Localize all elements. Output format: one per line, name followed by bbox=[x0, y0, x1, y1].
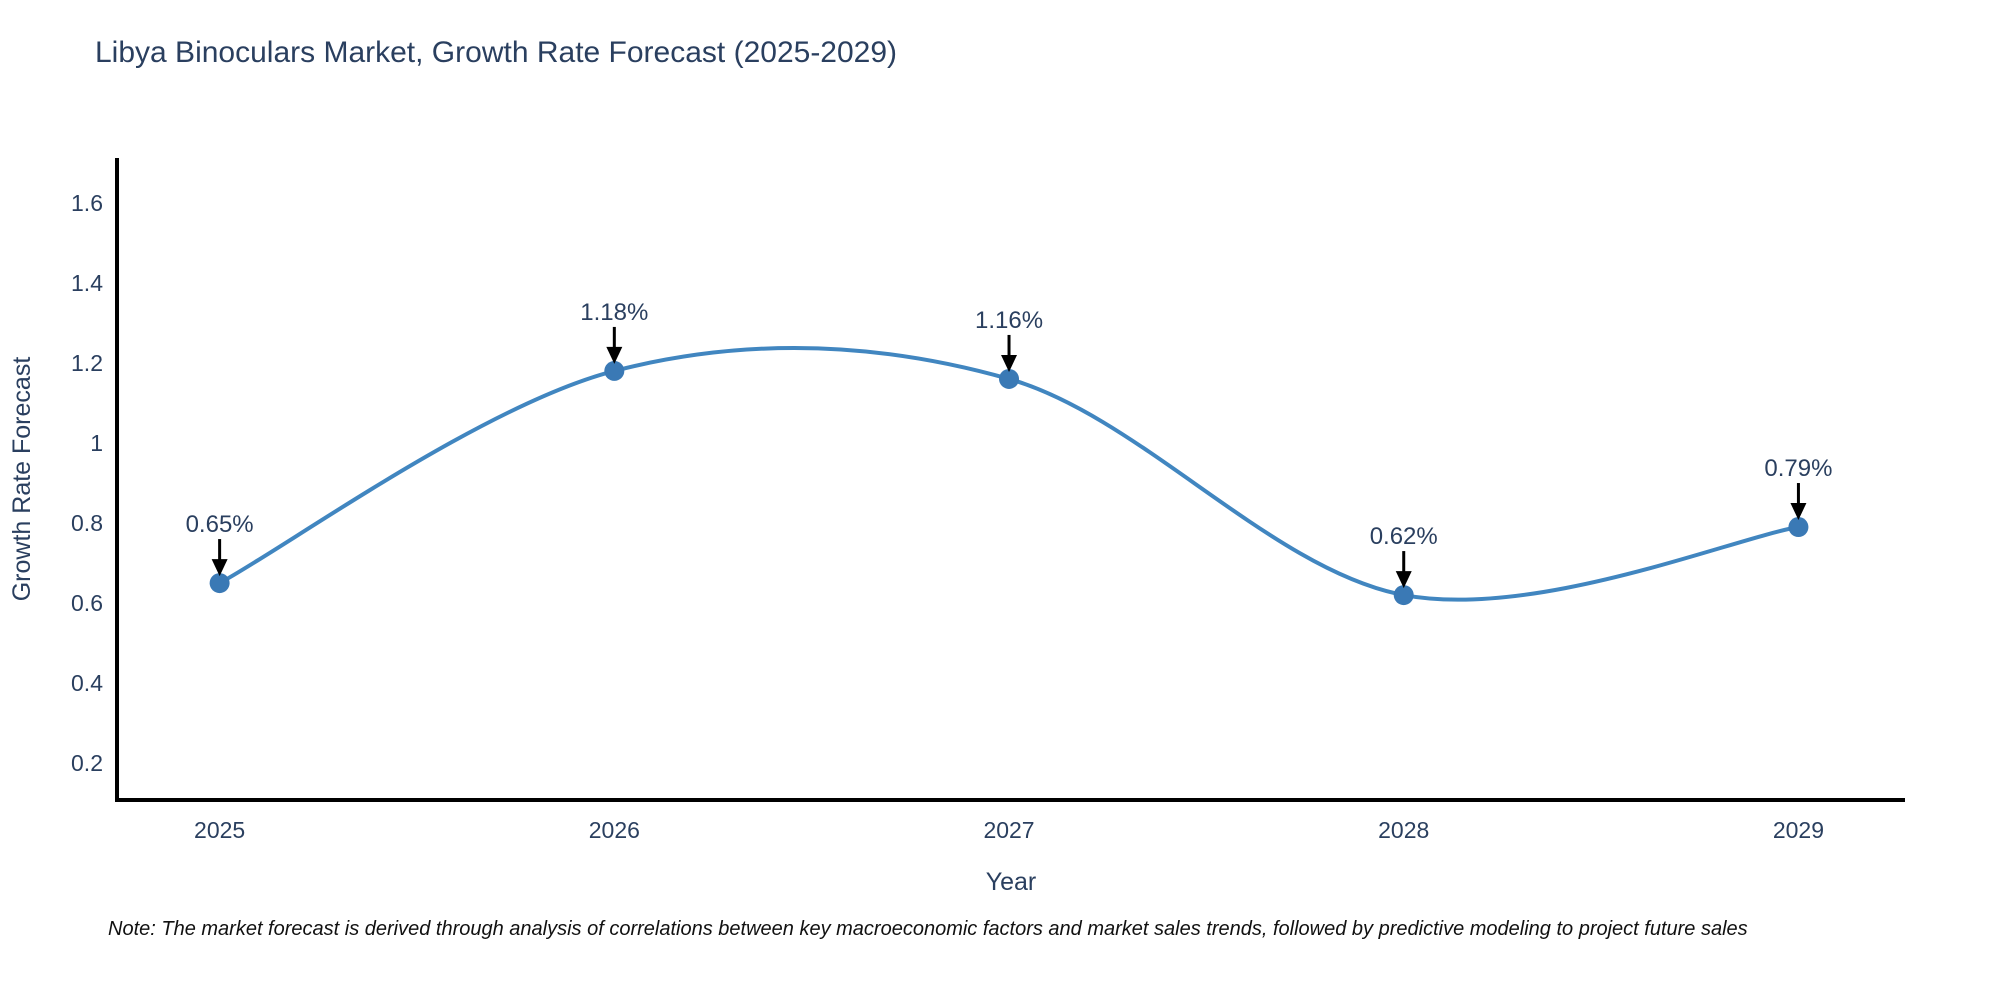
annotation-arrow-head bbox=[1790, 503, 1807, 521]
x-tick-label: 2027 bbox=[983, 817, 1034, 843]
data-point-marker bbox=[209, 573, 230, 594]
data-point-marker bbox=[1788, 517, 1809, 538]
y-tick-label: 0.6 bbox=[71, 590, 103, 616]
x-tick-label: 2028 bbox=[1378, 817, 1429, 843]
y-tick-label: 1.2 bbox=[71, 350, 103, 376]
annotation-arrow-head bbox=[1395, 571, 1412, 589]
data-point-marker bbox=[999, 368, 1020, 389]
annotation-arrow-head bbox=[211, 559, 228, 577]
annotation-label: 1.18% bbox=[580, 299, 648, 326]
y-tick-label: 0.4 bbox=[71, 670, 103, 696]
annotation-label: 0.79% bbox=[1764, 455, 1832, 482]
y-tick-label: 1.4 bbox=[71, 270, 103, 296]
x-tick-label: 2025 bbox=[194, 817, 245, 843]
annotation-arrow-head bbox=[1001, 354, 1018, 372]
data-point-marker bbox=[1393, 585, 1414, 606]
y-tick-label: 1.6 bbox=[71, 190, 103, 216]
y-tick-label: 1 bbox=[90, 430, 103, 456]
annotation-label: 0.62% bbox=[1370, 523, 1438, 550]
chart-title: Libya Binoculars Market, Growth Rate For… bbox=[95, 36, 898, 69]
annotation-label: 1.16% bbox=[975, 307, 1043, 334]
x-tick-label: 2029 bbox=[1773, 817, 1824, 843]
x-tick-label: 2026 bbox=[589, 817, 640, 843]
data-point-marker bbox=[604, 360, 625, 381]
y-axis-title: Growth Rate Forecast bbox=[8, 357, 36, 602]
annotation-arrow-head bbox=[606, 346, 623, 364]
chart-footnote: Note: The market forecast is derived thr… bbox=[108, 918, 1748, 940]
y-tick-label: 0.2 bbox=[71, 750, 103, 776]
y-tick-label: 0.8 bbox=[71, 510, 103, 536]
annotation-label: 0.65% bbox=[186, 511, 254, 538]
x-axis-title: Year bbox=[986, 868, 1037, 896]
